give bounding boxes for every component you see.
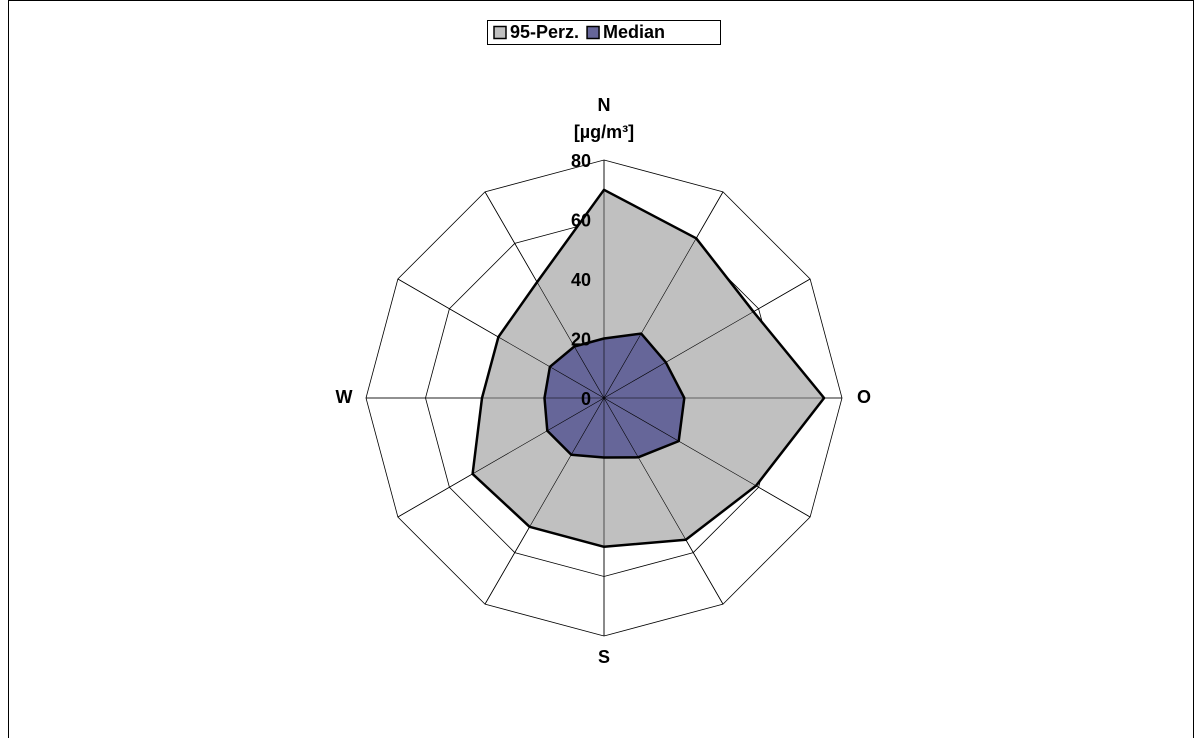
legend-label: Median <box>603 22 665 42</box>
r-tick-label: 60 <box>571 210 591 230</box>
spoke-overlay <box>397 278 605 399</box>
category-label: W <box>336 387 353 407</box>
category-label: S <box>598 647 610 667</box>
r-tick-label: 40 <box>571 270 591 290</box>
legend-label: 95-Perz. <box>510 22 579 42</box>
spoke-overlay <box>603 397 724 605</box>
spoke-overlay <box>484 191 605 399</box>
plot-area <box>366 160 842 636</box>
spoke-overlay <box>603 191 724 399</box>
spoke-overlay <box>397 397 605 518</box>
spoke-overlay <box>484 397 605 605</box>
legend-swatch <box>493 25 507 40</box>
legend-swatch <box>586 25 600 40</box>
legend-box <box>487 20 721 45</box>
spoke-overlay <box>603 397 811 518</box>
legend: 95-Perz. Median <box>487 20 721 45</box>
axis-unit: [µg/m³] <box>574 122 634 142</box>
labels: 0 20 40 60 80 N O S W <box>336 95 872 667</box>
category-label: O <box>857 387 871 407</box>
r-tick-label: 20 <box>571 329 591 349</box>
spoke-overlay <box>603 278 811 399</box>
category-label: N <box>598 95 611 115</box>
r-tick-label: 80 <box>571 151 591 171</box>
r-tick-label: 0 <box>581 389 591 409</box>
